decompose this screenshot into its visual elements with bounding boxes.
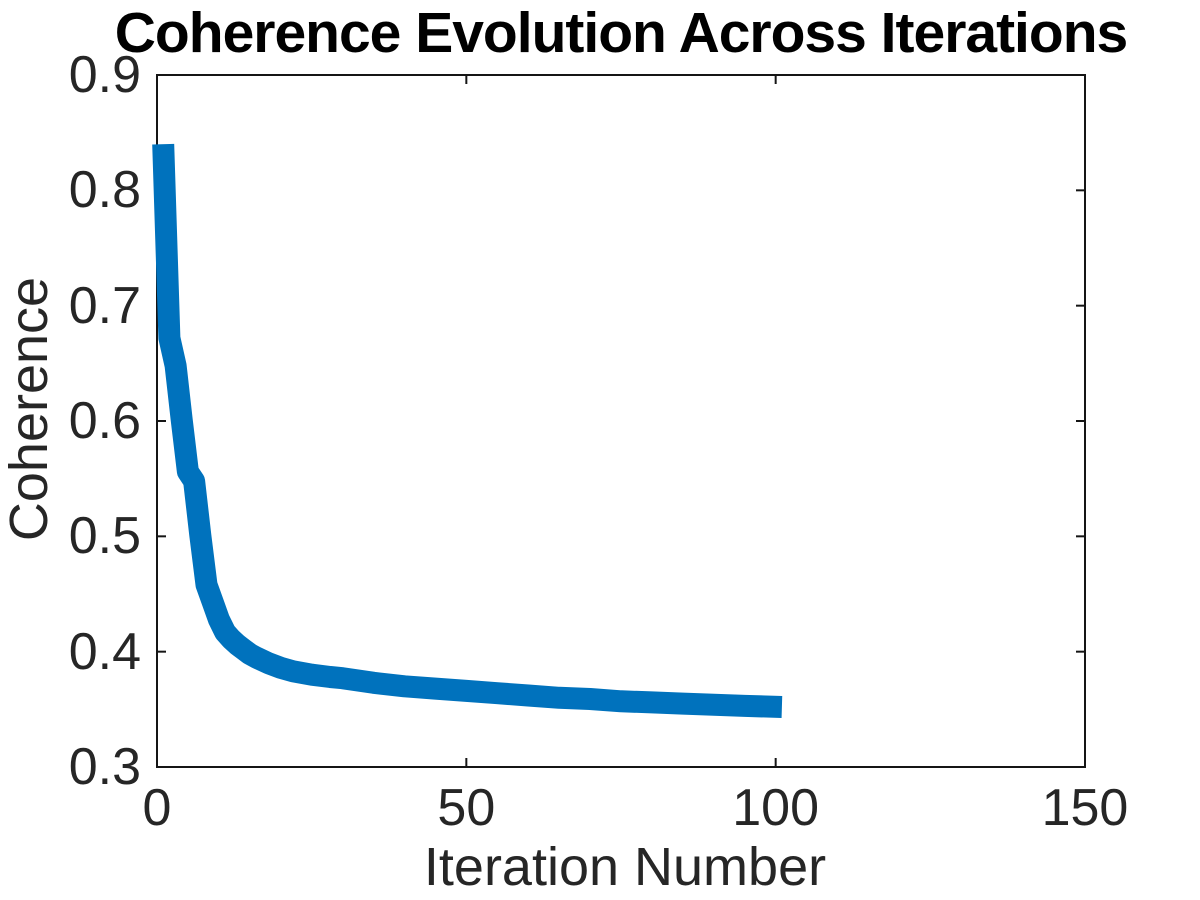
x-tick-label: 150: [1041, 779, 1129, 837]
y-tick-label: 0.8: [68, 161, 141, 220]
x-tick-label: 100: [732, 779, 820, 837]
y-tick-label: 0.4: [68, 622, 141, 681]
chart-title: Coherence Evolution Across Iterations: [114, 1, 1128, 65]
x-axis-tick-labels: 0 50 100 150: [97, 782, 1145, 834]
y-tick-label: 0.9: [68, 46, 141, 104]
x-tick-label: 50: [437, 779, 496, 837]
y-axis-tick-labels: 0.9 0.8 0.7 0.6 0.5 0.4 0.3: [0, 49, 141, 793]
y-tick-label: 0.3: [68, 737, 141, 796]
x-tick-label: 0: [142, 779, 172, 837]
y-axis-label: Coherence: [0, 276, 59, 542]
y-tick-label: 0.7: [68, 276, 141, 335]
y-tick-label: 0.5: [68, 507, 141, 566]
coherence-line-series: [152, 143, 783, 718]
x-axis-label: Iteration Number: [423, 837, 827, 897]
y-tick-label: 0.6: [68, 391, 141, 450]
